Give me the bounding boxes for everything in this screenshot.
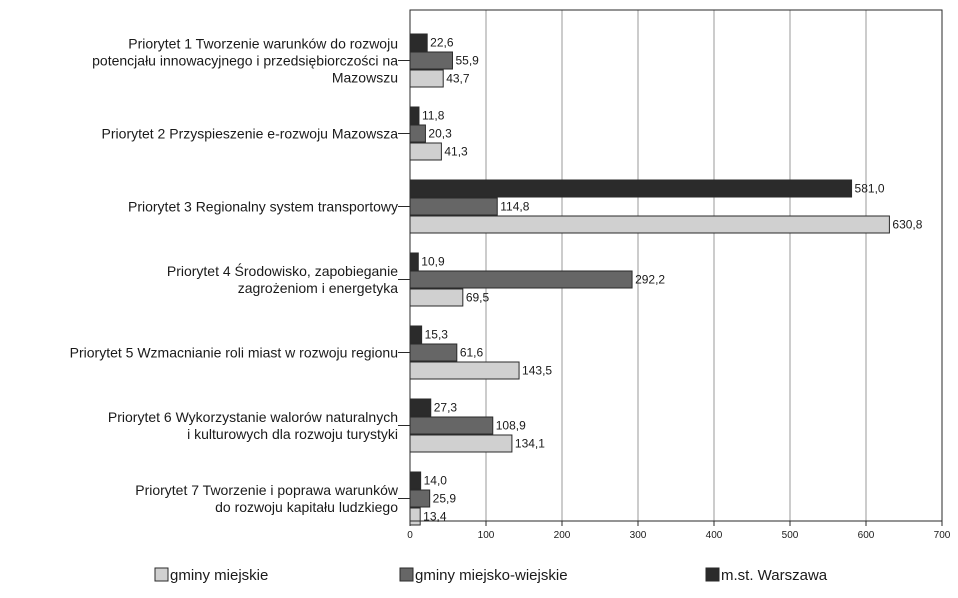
bar bbox=[409, 51, 453, 70]
legend: gminy miejskie gminy miejsko-wiejskie m.st… bbox=[154, 567, 828, 584]
grid-lines bbox=[485, 10, 943, 521]
legend-label: gminy miejskie bbox=[170, 567, 268, 584]
x-axis: 0 100 200 300 400 500 600 700 bbox=[407, 9, 951, 541]
category-label: Mazowszu bbox=[332, 70, 398, 86]
category-label: zagrożeniom i energetyka bbox=[238, 280, 399, 296]
data-label: 292,2 bbox=[635, 273, 665, 287]
category-label: i kulturowych dla rozwoju turystyki bbox=[187, 426, 398, 442]
data-labels: 22,655,9 43,7 11,8 20,3 41,3 581,0 114,8 630,8 1… bbox=[421, 36, 922, 524]
legend-swatch bbox=[154, 567, 169, 582]
x-tick-label: 100 bbox=[478, 530, 495, 541]
x-tick-label: 500 bbox=[782, 530, 799, 541]
x-tick-label: 300 bbox=[630, 530, 647, 541]
data-label: 10,9 bbox=[421, 255, 445, 269]
data-label: 13,4 bbox=[423, 510, 447, 524]
data-label: 15,3 bbox=[425, 328, 449, 342]
bar bbox=[409, 179, 853, 198]
bar bbox=[409, 197, 498, 216]
legend-swatch bbox=[399, 567, 414, 582]
category-labels: Priorytet 1 Tworzenie warunków do rozwoj… bbox=[70, 36, 410, 515]
plot-frame bbox=[409, 9, 943, 522]
data-label: 27,3 bbox=[434, 401, 458, 415]
bar bbox=[409, 434, 513, 453]
category-label: Priorytet 1 Tworzenie warunków do rozwoj… bbox=[128, 36, 398, 52]
data-label: 108,9 bbox=[496, 419, 526, 433]
bar bbox=[409, 142, 442, 161]
category-label: Priorytet 5 Wzmacnianie roli miast w roz… bbox=[70, 345, 398, 361]
bar bbox=[409, 361, 520, 380]
bar bbox=[409, 215, 890, 234]
legend-label: m.st. Warszawa bbox=[721, 567, 828, 584]
legend-label: gminy miejsko-wiejskie bbox=[415, 567, 568, 584]
bar bbox=[409, 288, 464, 307]
category-label: Priorytet 2 Przyspieszenie e-rozwoju Maz… bbox=[102, 126, 399, 142]
data-label: 134,1 bbox=[515, 437, 545, 451]
bar bbox=[409, 343, 458, 362]
category-label: potencjału innowacyjnego i przedsiębiorc… bbox=[92, 53, 398, 69]
category-label: Priorytet 7 Tworzenie i poprawa warunków bbox=[135, 482, 399, 498]
data-label: 69,5 bbox=[466, 291, 490, 305]
x-tick-label: 600 bbox=[858, 530, 875, 541]
bar bbox=[409, 69, 444, 88]
x-tick-label: 400 bbox=[706, 530, 723, 541]
bar bbox=[409, 398, 432, 417]
data-label: 55,9 bbox=[455, 54, 479, 68]
data-label: 43,7 bbox=[446, 72, 470, 86]
data-label: 143,5 bbox=[522, 364, 552, 378]
category-label: Priorytet 4 Środowisko, zapobieganie bbox=[167, 262, 398, 279]
category-label: do rozwoju kapitału ludzkiego bbox=[215, 499, 398, 515]
bar bbox=[409, 325, 423, 344]
bar bbox=[409, 507, 421, 526]
x-tick-label: 700 bbox=[934, 530, 951, 541]
bar bbox=[409, 416, 494, 435]
data-label: 20,3 bbox=[428, 127, 452, 141]
bar bbox=[409, 124, 426, 143]
bar bbox=[409, 489, 431, 508]
bar bbox=[409, 471, 422, 490]
data-label: 581,0 bbox=[855, 182, 885, 196]
category-label: Priorytet 6 Wykorzystanie walorów natura… bbox=[108, 409, 398, 425]
bars bbox=[409, 33, 890, 526]
data-label: 25,9 bbox=[433, 492, 457, 506]
data-label: 14,0 bbox=[424, 474, 448, 488]
data-label: 114,8 bbox=[500, 200, 529, 214]
category-label: Priorytet 3 Regionalny system transporto… bbox=[128, 199, 398, 215]
bar bbox=[409, 106, 420, 125]
legend-swatch bbox=[705, 567, 720, 582]
data-label: 630,8 bbox=[892, 218, 922, 232]
data-label: 22,6 bbox=[430, 36, 454, 50]
bar bbox=[409, 33, 428, 52]
data-label: 61,6 bbox=[460, 346, 484, 360]
x-tick-label: 0 bbox=[407, 530, 413, 541]
bar bbox=[409, 252, 419, 271]
x-tick-label: 200 bbox=[554, 530, 571, 541]
bar bbox=[409, 270, 633, 289]
data-label: 41,3 bbox=[444, 145, 468, 159]
data-label: 11,8 bbox=[422, 109, 445, 123]
